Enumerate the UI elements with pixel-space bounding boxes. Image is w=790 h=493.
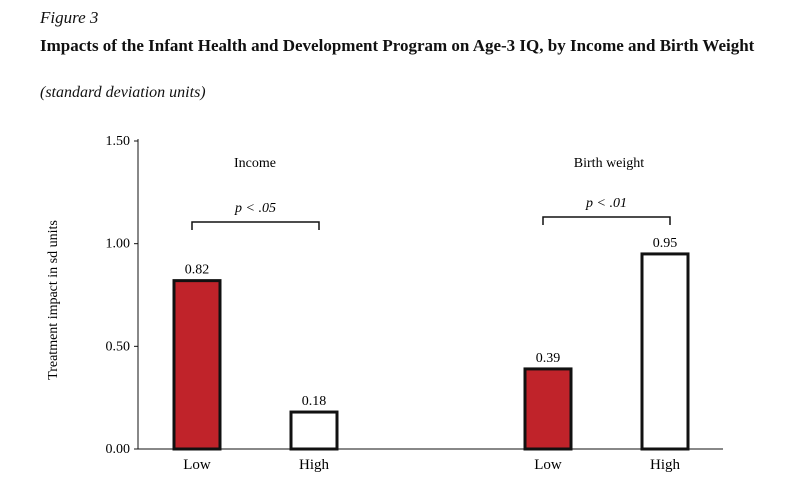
axes: 0.00 0.50 1.00 1.50 Treatment impact in sd u… [46,134,723,473]
figure-title: Impacts of the Infant Health and Develop… [40,36,755,55]
significance-bracket [191,221,320,230]
significance-bracket [542,216,671,225]
y-tick-label: 1.00 [106,237,131,252]
x-tick-label: Low [183,457,211,473]
group-label-income: Income [234,156,276,171]
x-tick-label: Low [534,457,562,473]
bar-birth-weight-low [523,367,573,451]
figure-subtitle: (standard deviation units) [40,84,206,101]
significance-label: p < .05 [234,201,276,216]
group-label-birth-weight: Birth weight [574,156,644,171]
y-tick-label: 0.00 [106,442,131,457]
bar-income-low [172,279,222,451]
x-tick-label: High [299,457,330,473]
figure-label: Figure 3 [40,8,99,27]
data-label: 0.95 [653,236,678,251]
bar-birth-weight-high [640,252,690,451]
data-label: 0.82 [185,263,210,278]
significance-label: p < .01 [585,196,627,211]
bar-income-high [289,410,339,451]
x-tick-label: High [650,457,681,473]
bars [172,252,690,451]
annotations: Income 0.82 0.18 p < .05 Birth weight 0.39 0.9… [185,156,678,409]
data-label: 0.18 [302,394,327,409]
y-axis-title: Treatment impact in sd units [46,220,61,380]
y-tick-label: 1.50 [106,134,131,149]
data-label: 0.39 [536,351,561,366]
y-tick-label: 0.50 [106,339,131,354]
